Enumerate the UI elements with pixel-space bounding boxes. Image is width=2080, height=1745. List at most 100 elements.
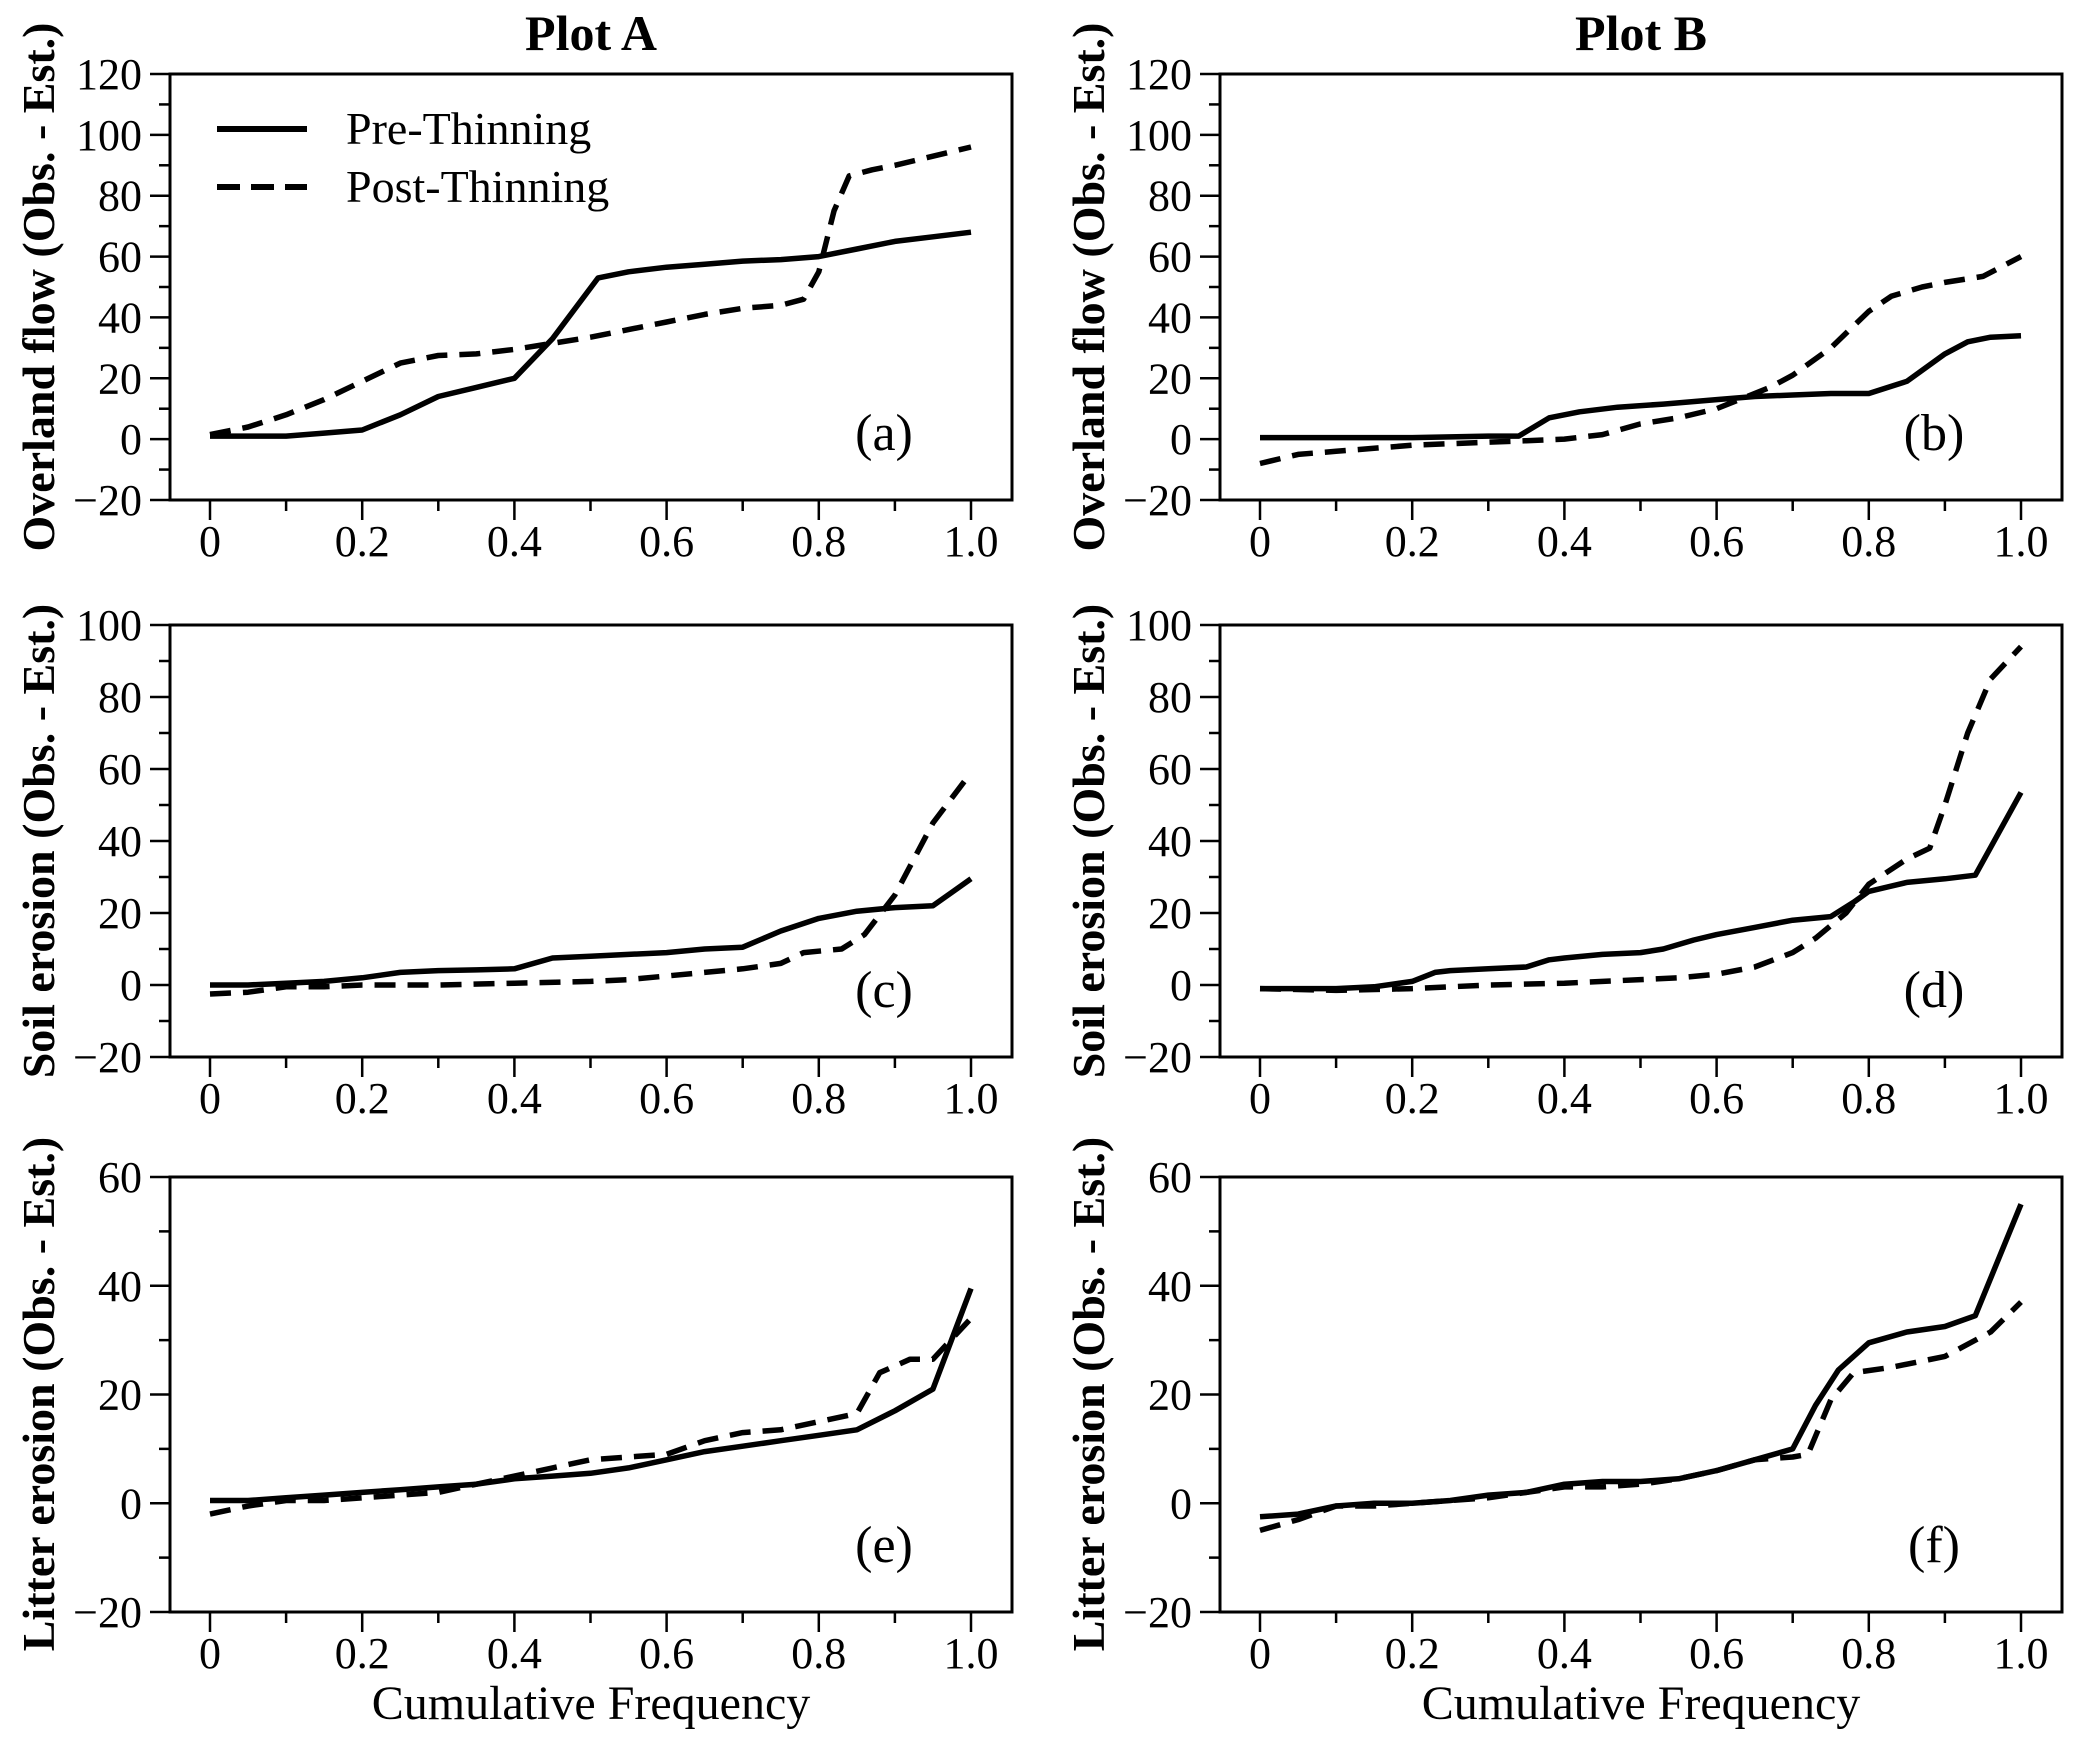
x-tick-label: 0.4: [487, 1074, 542, 1120]
panel-letter: (f): [1908, 1517, 1960, 1574]
y-tick-label: 40: [98, 293, 142, 342]
post-thinning-curve: [1259, 254, 2023, 467]
y-tick-label: 80: [98, 172, 142, 221]
x-axis-title-left: Cumulative Frequency: [371, 1677, 811, 1730]
x-tick-label: 0.2: [335, 1074, 390, 1120]
x-tick-label: 0.4: [1537, 517, 1592, 560]
x-axis-title-right: Cumulative Frequency: [1421, 1677, 1861, 1730]
legend-entry-post-thinning: Post-Thinning: [216, 158, 609, 216]
x-tick-label: 0.2: [1385, 517, 1440, 560]
x-tick-label: 0.6: [1689, 1629, 1744, 1678]
x-tick-label: 0.6: [639, 517, 694, 560]
y-tick-label: 100: [76, 111, 142, 160]
chart-panel-e: 0 0.2 0.4 0.6 0.8 1.0 −20 0 20 40 60 (e): [73, 1153, 1014, 1678]
x-tick-label: 0: [1249, 1629, 1271, 1678]
y-tick-label: 120: [1126, 50, 1192, 99]
chart-panel-a: 0 0.2 0.4 0.6 0.8 1.0 −20 0 20 40 60 80 100 120 (a): [73, 50, 1014, 560]
legend: Pre-Thinning Post-Thinning: [216, 100, 609, 216]
y-tick-label: 40: [98, 817, 142, 866]
y-tick-label: −20: [73, 1033, 142, 1082]
x-tick-label: 0.6: [1689, 1074, 1744, 1120]
y-tick-label: 60: [1148, 745, 1192, 794]
y-tick-label: 20: [1148, 354, 1192, 403]
y-tick-label: −20: [1123, 1588, 1192, 1637]
chart-panel-b: 0 0.2 0.4 0.6 0.8 1.0 −20 0 20 40 60 80 100 120 (b): [1123, 50, 2064, 560]
x-tick-label: 0: [199, 1629, 221, 1678]
y-tick-label: 0: [1170, 961, 1192, 1010]
x-tick-label: 0: [199, 517, 221, 560]
y-tick-label: 100: [1126, 601, 1192, 650]
x-tick-label: 1.0: [1994, 517, 2049, 560]
y-tick-label: 0: [120, 415, 142, 464]
x-tick-label: 0.6: [1689, 517, 1744, 560]
x-tick-label: 1.0: [944, 1629, 999, 1678]
y-tick-label: 20: [1148, 1371, 1192, 1420]
x-tick-label: 0.6: [639, 1074, 694, 1120]
panel-letter: (b): [1904, 405, 1965, 462]
x-tick-label: 0.2: [335, 517, 390, 560]
y-tick-label: 60: [98, 233, 142, 282]
dashed-line-icon: [217, 184, 307, 190]
y-tick-label: 60: [1148, 233, 1192, 282]
x-tick-label: 0.2: [1385, 1629, 1440, 1678]
plot-a-title: Plot A: [525, 5, 657, 61]
y-tick-label: 0: [1170, 1479, 1192, 1528]
y-tick-label: 0: [120, 1479, 142, 1528]
y-tick-label: 20: [98, 889, 142, 938]
y-tick-label: 40: [1148, 817, 1192, 866]
pre-thinning-curve: [210, 876, 973, 988]
y-tick-label: −20: [73, 1588, 142, 1637]
post-thinning-curve: [209, 1316, 974, 1517]
y-tick-label: 120: [76, 50, 142, 99]
post-thinning-curve: [209, 770, 974, 997]
x-tick-label: 1.0: [944, 1074, 999, 1120]
y-tick-label: 100: [76, 601, 142, 650]
post-thinning-curve: [1259, 644, 2024, 994]
x-tick-label: 1.0: [1994, 1629, 2049, 1678]
plot-frame: [1218, 1175, 2064, 1614]
chart-panel-c: 0 0.2 0.4 0.6 0.8 1.0 −20 0 20 40 60 80 100 (c): [73, 601, 1014, 1120]
y-tick-label: 20: [98, 1371, 142, 1420]
x-tick-label: 0: [199, 1074, 221, 1120]
y-tick-label: 80: [98, 673, 142, 722]
plot-frame: [1218, 623, 2064, 1059]
x-tick-label: 0.8: [791, 1074, 846, 1120]
x-tick-label: 0.4: [1537, 1629, 1592, 1678]
pre-thinning-curve: [1259, 1203, 2024, 1520]
panel-letter: (d): [1904, 962, 1965, 1019]
x-tick-label: 0.8: [791, 1629, 846, 1678]
chart-panel-f: 0 0.2 0.4 0.6 0.8 1.0 −20 0 20 40 60 (f): [1123, 1153, 2064, 1678]
panel-letter: (c): [855, 962, 913, 1019]
chart-panel-d: 0 0.2 0.4 0.6 0.8 1.0 −20 0 20 40 60 80 100 (d): [1123, 601, 2064, 1120]
x-tick-label: 0.2: [335, 1629, 390, 1678]
y-tick-label: 40: [1148, 1262, 1192, 1311]
x-tick-label: 1.0: [1994, 1074, 2049, 1120]
pre-thinning-curve: [210, 1287, 974, 1504]
panel-letter: (a): [855, 405, 913, 462]
x-tick-label: 1.0: [944, 517, 999, 560]
x-tick-label: 0.4: [1537, 1074, 1592, 1120]
x-tick-label: 0.4: [487, 1629, 542, 1678]
y-tick-label: −20: [73, 476, 142, 525]
y-tick-label: 20: [1148, 889, 1192, 938]
legend-entry-pre-thinning: Pre-Thinning: [216, 100, 609, 158]
y-tick-label: 60: [1148, 1153, 1192, 1202]
x-tick-label: 0.4: [487, 517, 542, 560]
plot-frame: [168, 1175, 1014, 1614]
legend-label-pre-thinning: Pre-Thinning: [346, 103, 592, 154]
x-tick-label: 0.8: [791, 517, 846, 560]
post-thinning-curve: [1259, 1300, 2023, 1534]
plot-frame: [168, 72, 1014, 502]
x-tick-label: 0.8: [1841, 1074, 1896, 1120]
plot-frame: [1218, 72, 2064, 502]
pre-thinning-curve: [210, 229, 972, 439]
pre-thinning-curve: [1260, 791, 2024, 992]
y-tick-label: 60: [98, 745, 142, 794]
solid-line-icon: [217, 126, 307, 132]
x-tick-label: 0.8: [1841, 1629, 1896, 1678]
plot-frame: [168, 623, 1014, 1059]
y-tick-label: 0: [1170, 415, 1192, 464]
y-tick-label: 40: [98, 1262, 142, 1311]
x-tick-label: 0.8: [1841, 517, 1896, 560]
